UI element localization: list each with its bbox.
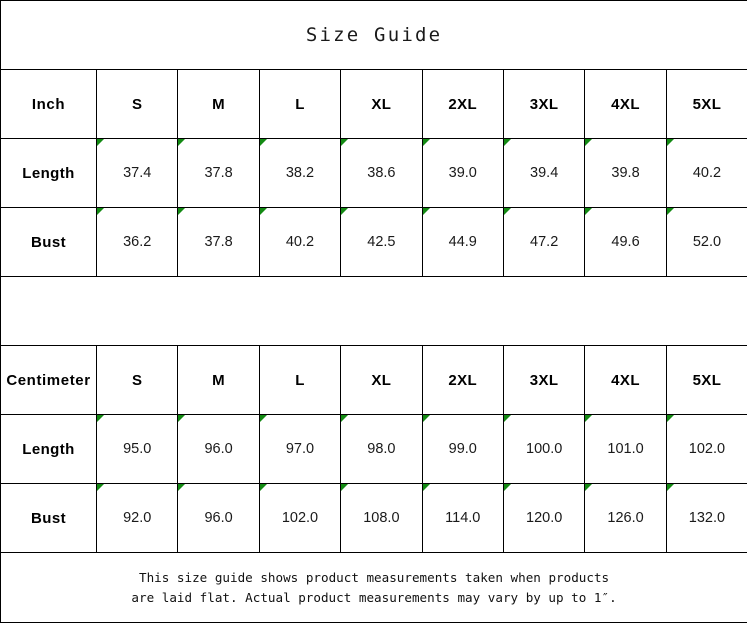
inch-size-header-3xl: 3XL xyxy=(503,70,584,139)
inch-length-4xl: 39.8 xyxy=(585,139,666,208)
footnote-line-2: are laid flat. Actual product measuremen… xyxy=(1,588,747,608)
cm-size-header-3xl: 3XL xyxy=(503,346,584,415)
inch-length-m: 37.8 xyxy=(178,139,259,208)
cm-length-label: Length xyxy=(1,415,97,484)
inch-bust-row: Bust 36.2 37.8 40.2 42.5 44.9 47.2 49.6 … xyxy=(1,208,747,277)
inch-bust-l: 40.2 xyxy=(259,208,340,277)
inch-size-header-xl: XL xyxy=(341,70,422,139)
cm-bust-2xl: 114.0 xyxy=(422,484,503,553)
inch-length-l: 38.2 xyxy=(259,139,340,208)
inch-table-header-row: Inch S M L XL 2XL 3XL 4XL 5XL xyxy=(1,70,747,139)
cm-size-header-s: S xyxy=(97,346,178,415)
title-row: Size Guide xyxy=(1,1,747,70)
cm-length-l: 97.0 xyxy=(259,415,340,484)
cm-length-m: 96.0 xyxy=(178,415,259,484)
cm-length-xl: 98.0 xyxy=(341,415,422,484)
inch-bust-xl: 42.5 xyxy=(341,208,422,277)
inch-bust-s: 36.2 xyxy=(97,208,178,277)
cm-bust-label: Bust xyxy=(1,484,97,553)
inch-length-5xl: 40.2 xyxy=(666,139,747,208)
cm-table-header-row: Centimeter S M L XL 2XL 3XL 4XL 5XL xyxy=(1,346,747,415)
cm-size-header-xl: XL xyxy=(341,346,422,415)
inch-size-header-4xl: 4XL xyxy=(585,70,666,139)
footnote-row: This size guide shows product measuremen… xyxy=(1,553,747,623)
cm-size-header-5xl: 5XL xyxy=(666,346,747,415)
inch-length-row: Length 37.4 37.8 38.2 38.6 39.0 39.4 39.… xyxy=(1,139,747,208)
cm-size-header-4xl: 4XL xyxy=(585,346,666,415)
inch-bust-m: 37.8 xyxy=(178,208,259,277)
inch-length-3xl: 39.4 xyxy=(503,139,584,208)
cm-length-row: Length 95.0 96.0 97.0 98.0 99.0 100.0 10… xyxy=(1,415,747,484)
cm-length-2xl: 99.0 xyxy=(422,415,503,484)
cm-bust-l: 102.0 xyxy=(259,484,340,553)
inch-unit-label: Inch xyxy=(1,70,97,139)
cm-size-header-2xl: 2XL xyxy=(422,346,503,415)
inch-length-s: 37.4 xyxy=(97,139,178,208)
cm-unit-label: Centimeter xyxy=(1,346,97,415)
inch-bust-label: Bust xyxy=(1,208,97,277)
cm-bust-xl: 108.0 xyxy=(341,484,422,553)
inch-bust-4xl: 49.6 xyxy=(585,208,666,277)
footnote: This size guide shows product measuremen… xyxy=(1,553,747,623)
cm-bust-m: 96.0 xyxy=(178,484,259,553)
inch-bust-2xl: 44.9 xyxy=(422,208,503,277)
cm-bust-4xl: 126.0 xyxy=(585,484,666,553)
cm-length-5xl: 102.0 xyxy=(666,415,747,484)
table-separator-row xyxy=(1,277,747,346)
cm-bust-s: 92.0 xyxy=(97,484,178,553)
inch-bust-3xl: 47.2 xyxy=(503,208,584,277)
inch-bust-5xl: 52.0 xyxy=(666,208,747,277)
cm-length-4xl: 101.0 xyxy=(585,415,666,484)
inch-length-2xl: 39.0 xyxy=(422,139,503,208)
table-separator-cell xyxy=(1,277,747,346)
cm-length-3xl: 100.0 xyxy=(503,415,584,484)
cm-size-header-m: M xyxy=(178,346,259,415)
cm-bust-3xl: 120.0 xyxy=(503,484,584,553)
cm-bust-5xl: 132.0 xyxy=(666,484,747,553)
cm-bust-row: Bust 92.0 96.0 102.0 108.0 114.0 120.0 1… xyxy=(1,484,747,553)
inch-size-header-5xl: 5XL xyxy=(666,70,747,139)
inch-size-header-s: S xyxy=(97,70,178,139)
inch-length-label: Length xyxy=(1,139,97,208)
inch-size-header-m: M xyxy=(178,70,259,139)
footnote-line-1: This size guide shows product measuremen… xyxy=(1,568,747,588)
page-title: Size Guide xyxy=(1,1,747,70)
inch-length-xl: 38.6 xyxy=(341,139,422,208)
inch-size-header-l: L xyxy=(259,70,340,139)
cm-length-s: 95.0 xyxy=(97,415,178,484)
cm-size-header-l: L xyxy=(259,346,340,415)
inch-size-header-2xl: 2XL xyxy=(422,70,503,139)
